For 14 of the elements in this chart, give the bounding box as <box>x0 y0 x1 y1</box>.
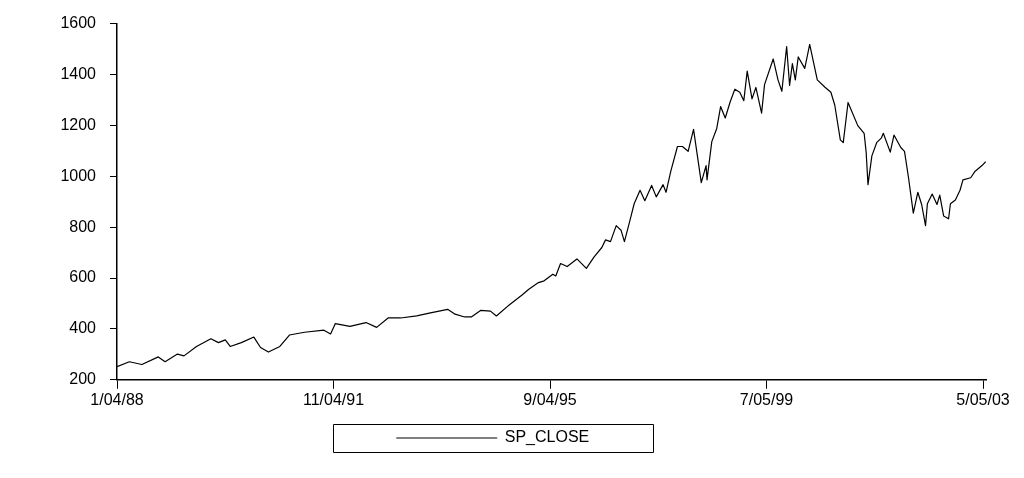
x-tick-label: 9/04/95 <box>523 390 577 408</box>
y-tick-label: 1600 <box>60 14 97 32</box>
y-tick-label: 1400 <box>60 64 97 82</box>
y-tick-label: 1200 <box>60 115 97 133</box>
y-tick-label: 800 <box>69 217 97 235</box>
y-tick-label: 600 <box>69 268 97 286</box>
y-tick-label: 1000 <box>60 166 97 184</box>
y-tick-label: 400 <box>69 319 97 337</box>
text: SP_CLOSE <box>504 428 590 447</box>
x-tick-label: 1/04/88 <box>90 390 144 408</box>
y-tick-label: 200 <box>69 370 97 388</box>
x-tick-label: 5/05/03 <box>956 390 1010 408</box>
x-tick-label: 7/05/99 <box>739 390 794 408</box>
x-tick-label: 11/04/91 <box>302 390 365 408</box>
